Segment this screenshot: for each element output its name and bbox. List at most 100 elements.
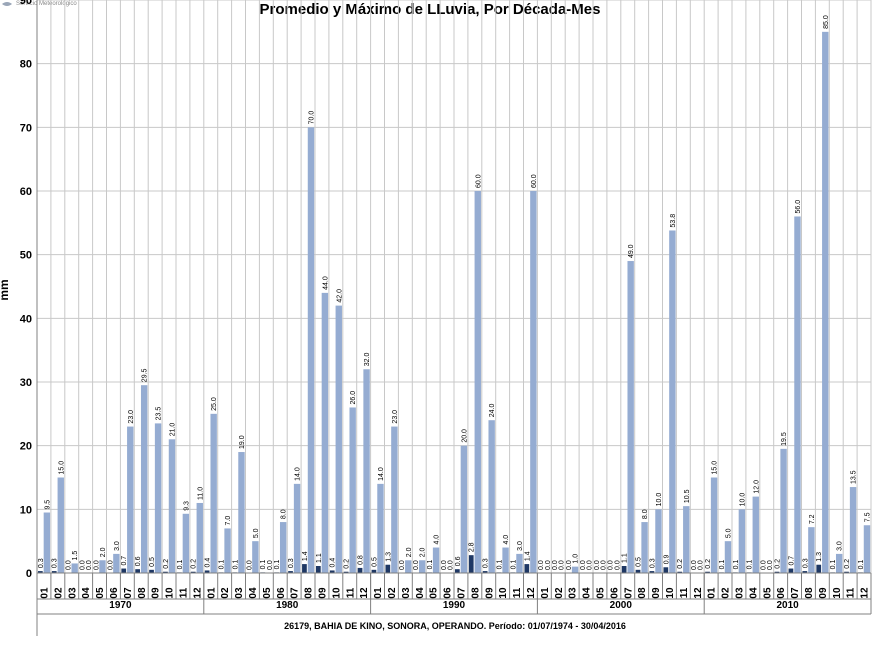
data-label-avg: 0.1 [232, 560, 239, 570]
x-tick-month: 09 [651, 587, 662, 599]
bar-max [794, 216, 801, 573]
bar-max [418, 560, 426, 573]
bar-max [43, 512, 51, 573]
bar-max [335, 305, 342, 573]
bar-max [99, 560, 106, 573]
data-label-max: 53.8 [670, 214, 677, 228]
data-label-avg: 0.1 [427, 560, 434, 570]
data-label-avg: 2.8 [469, 542, 476, 552]
bar-avg [149, 569, 154, 573]
data-label-avg: 0.5 [149, 557, 156, 567]
data-label-avg: 0.0 [246, 560, 253, 570]
data-label-avg: 0.1 [719, 560, 726, 570]
x-tick-month: 06 [443, 587, 454, 599]
logo-icon [2, 2, 12, 6]
bars [37, 31, 871, 574]
x-tick-month: 08 [304, 587, 315, 599]
data-label-max: 3.0 [517, 541, 524, 551]
data-label-avg: 1.3 [816, 552, 823, 562]
data-label-avg: 0.1 [274, 560, 281, 570]
x-tick-month: 05 [262, 587, 273, 599]
y-tick-label: 30 [20, 377, 32, 389]
data-label-avg: 0.2 [775, 559, 782, 569]
x-tick-month: 02 [387, 587, 398, 599]
bar-avg [37, 571, 43, 573]
data-label-max: 23.0 [392, 410, 399, 424]
data-label-max: 0.0 [559, 560, 566, 570]
x-tick-month: 08 [804, 587, 815, 599]
x-tick-month: 10 [665, 587, 676, 599]
x-tick-month: 10 [498, 587, 509, 599]
data-label-avg: 0.0 [66, 560, 73, 570]
y-tick-label: 60 [20, 186, 32, 198]
bar-max [210, 413, 217, 573]
bar-max [627, 261, 634, 573]
data-label-max: 2.0 [420, 547, 427, 557]
data-label-avg: 0.5 [636, 557, 643, 567]
bar-max [460, 445, 468, 573]
data-label-max: 23.5 [156, 407, 163, 421]
bar-avg [135, 569, 140, 573]
data-label-max: 9.5 [44, 500, 51, 510]
data-label-avg: 0.8 [358, 555, 365, 565]
data-label-max: 0.0 [447, 560, 454, 570]
x-tick-month: 01 [540, 587, 551, 599]
data-label-avg: 1.1 [316, 553, 323, 563]
bar-max [474, 191, 481, 573]
bar-avg [468, 555, 474, 573]
y-tick-label: 20 [20, 441, 32, 453]
data-label-max: 56.0 [795, 200, 802, 214]
data-label-max: 2.0 [406, 547, 413, 557]
bar-max [224, 528, 231, 573]
x-tick-month: 03 [568, 587, 579, 599]
data-label-max: 11.0 [197, 487, 204, 500]
bar-max [57, 477, 64, 573]
bar-avg [802, 571, 808, 573]
x-tick-month: 01 [373, 587, 384, 599]
bar-avg [163, 571, 168, 573]
y-tick-label: 80 [20, 59, 32, 71]
bar-max [238, 452, 245, 573]
data-label-max: 44.0 [322, 276, 329, 290]
x-tick-month: 06 [109, 587, 120, 599]
bar-max [405, 560, 412, 573]
x-tick-decade: 1990 [443, 600, 466, 611]
data-label-avg: 0.3 [38, 558, 45, 568]
x-tick-month: 11 [345, 587, 356, 598]
bar-max [502, 547, 509, 573]
data-label-max: 1.0 [573, 554, 580, 564]
bar-max [307, 127, 315, 573]
data-label-avg: 1.3 [385, 552, 392, 562]
x-tick-month: 07 [123, 587, 134, 599]
data-label-avg: 1.4 [302, 551, 309, 561]
x-tick-month: 11 [512, 587, 523, 598]
data-label-avg: 0.0 [107, 560, 114, 570]
data-label-max: 0.0 [86, 560, 93, 570]
x-tick-month: 04 [582, 587, 593, 599]
bar-avg [621, 565, 627, 573]
data-label-avg: 0.3 [802, 558, 809, 568]
data-label-avg: 0.4 [205, 558, 212, 568]
x-tick-month: 11 [178, 587, 189, 598]
bar-max [363, 369, 370, 573]
data-label-max: 7.5 [864, 512, 871, 522]
data-label-max: 25.0 [211, 397, 218, 411]
bar-avg [121, 568, 127, 573]
data-label-max: 15.0 [712, 461, 719, 475]
bar-max [683, 506, 690, 573]
data-label-avg: 0.0 [552, 560, 559, 570]
x-tick-month: 02 [721, 587, 732, 599]
x-tick-month: 06 [609, 587, 620, 599]
data-label-max: 4.0 [503, 535, 510, 545]
x-tick-month: 03 [234, 587, 245, 599]
bar-avg [635, 569, 641, 573]
data-label-max: 49.0 [628, 244, 635, 258]
x-tick-decade: 1970 [109, 600, 132, 611]
x-tick-month: 02 [554, 587, 565, 599]
x-tick-month: 08 [470, 587, 481, 599]
bar-max [182, 513, 190, 573]
bar-max [279, 522, 287, 573]
bar-avg [302, 564, 307, 573]
